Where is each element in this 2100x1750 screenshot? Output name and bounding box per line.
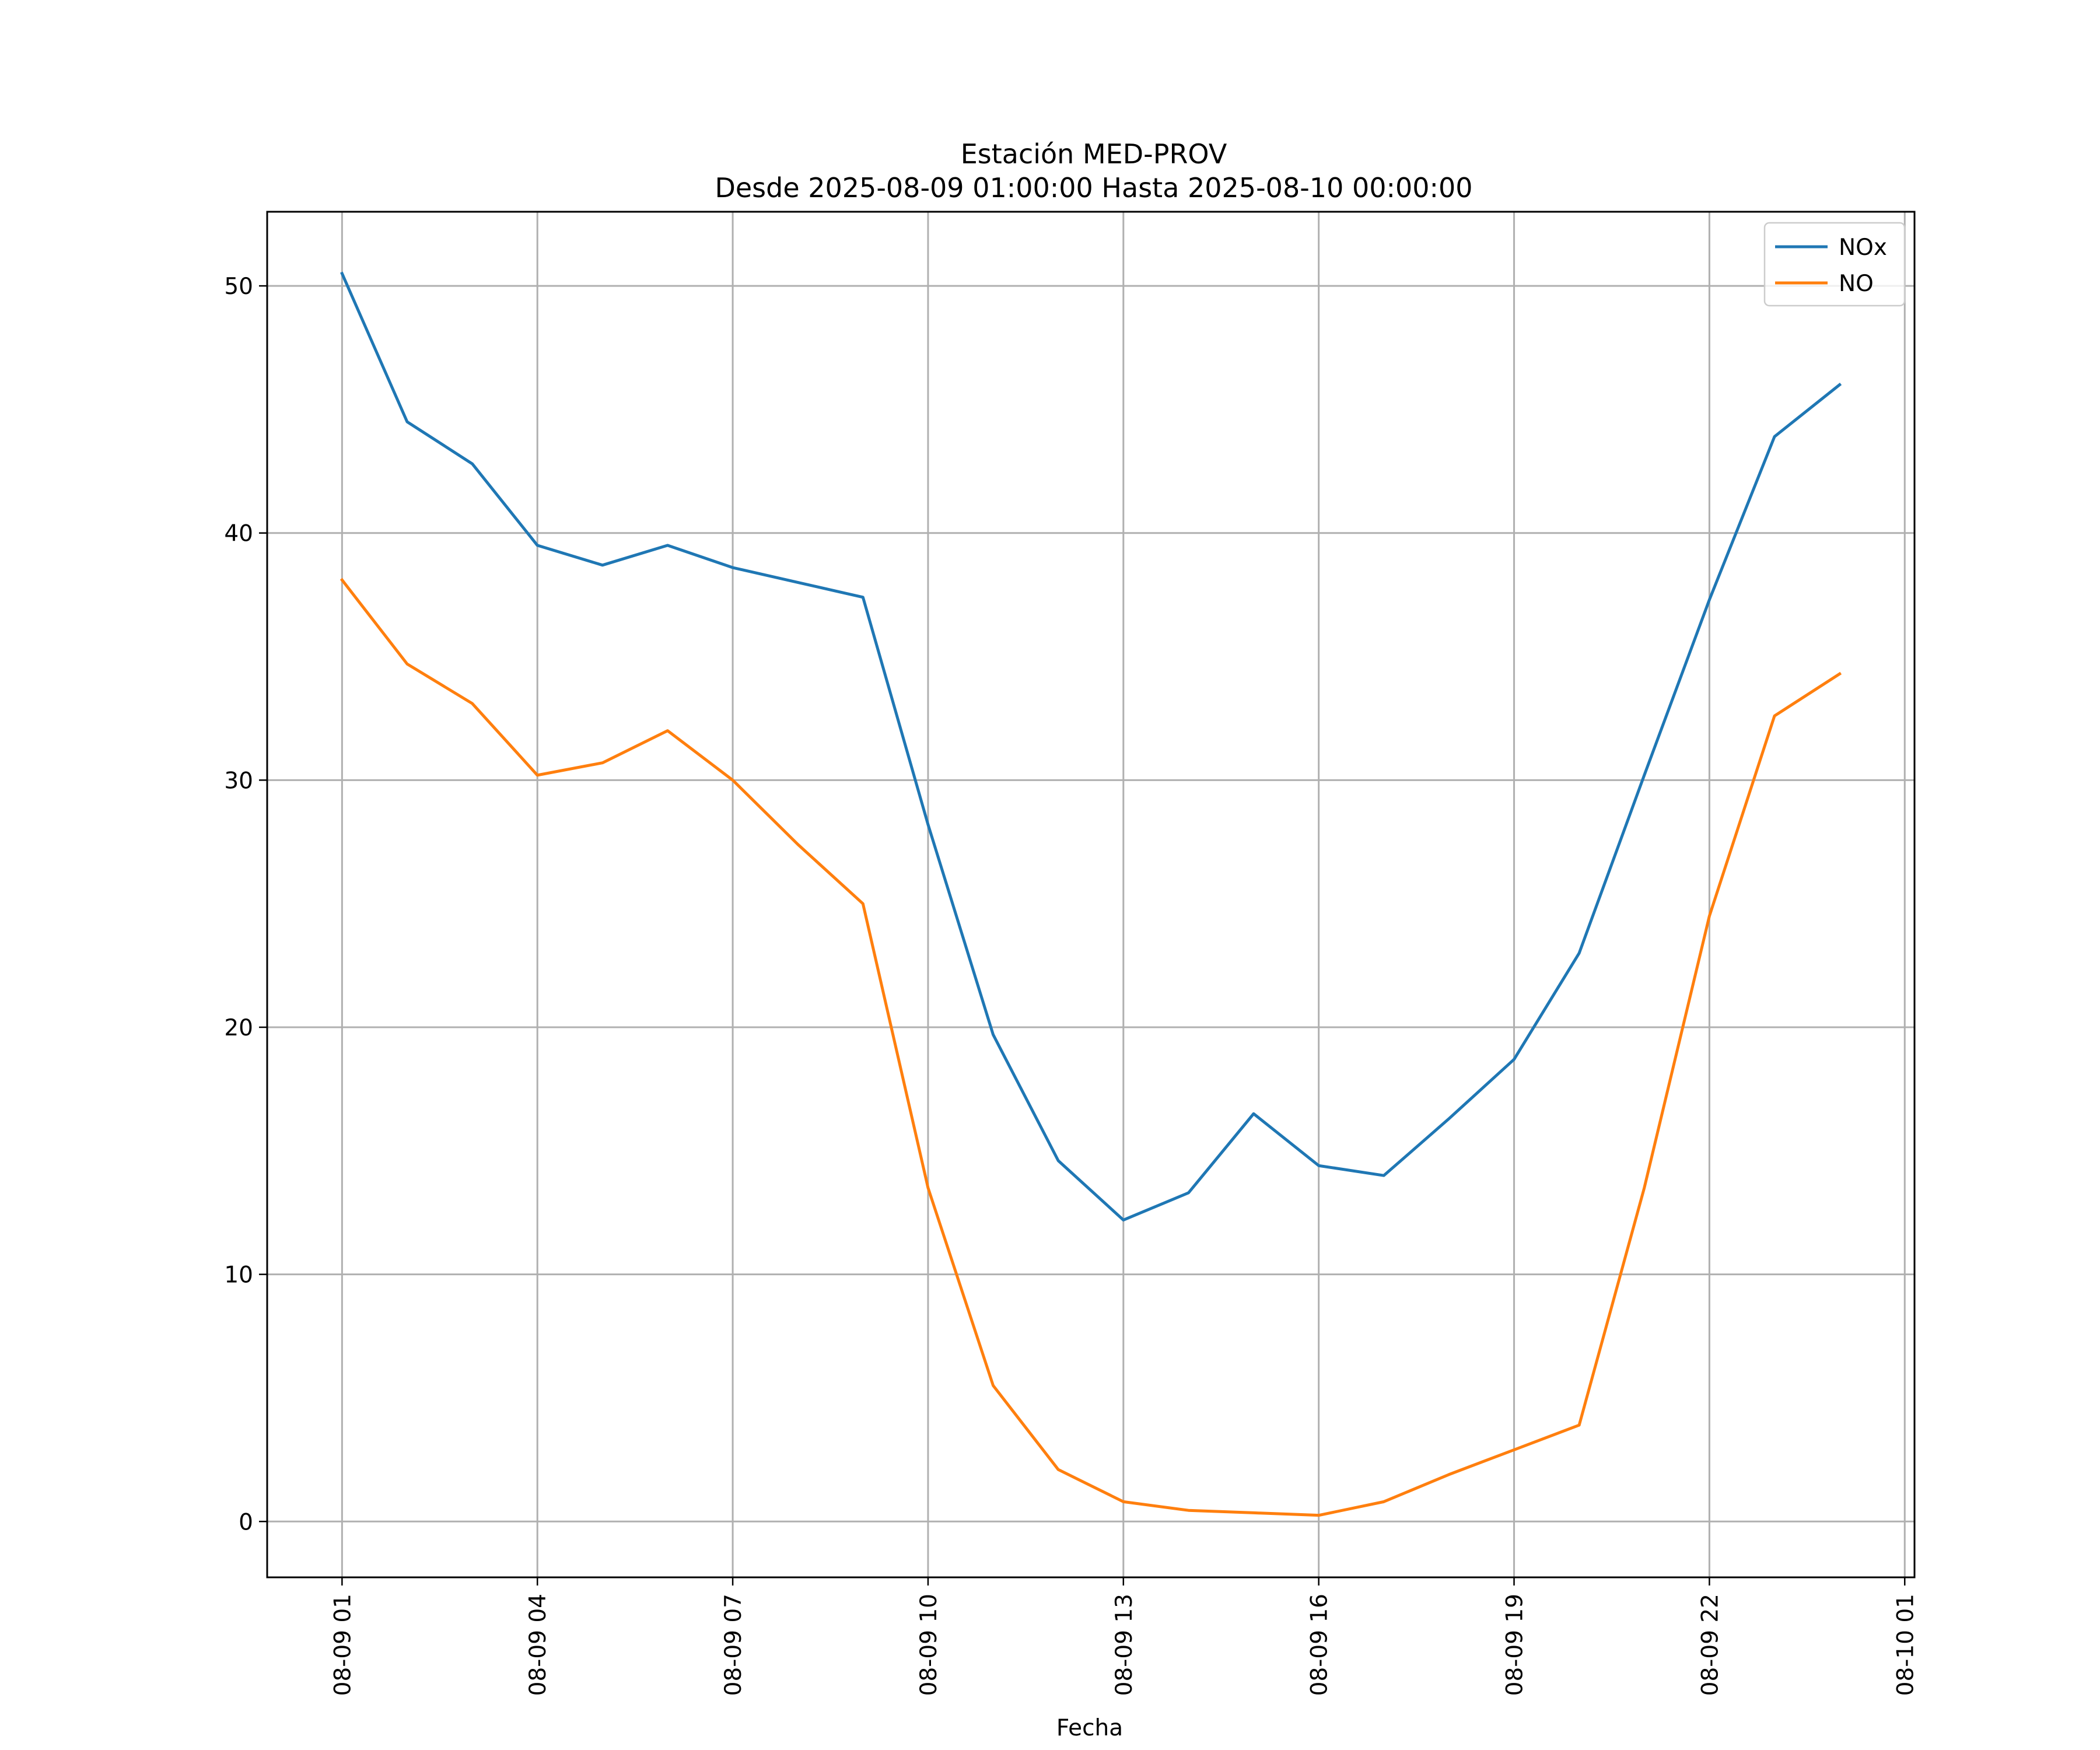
data-point [991, 1383, 996, 1388]
data-point [1186, 1191, 1191, 1195]
data-point [1577, 951, 1581, 956]
y-tick-label: 0 [239, 1509, 253, 1535]
x-tick-label: 08-09 13 [1111, 1594, 1138, 1696]
data-point [470, 701, 475, 706]
data-point [1056, 1467, 1060, 1472]
data-point [1447, 1116, 1451, 1121]
x-tick-label: 08-10 01 [1892, 1594, 1919, 1696]
grid [267, 212, 1915, 1577]
data-point [1317, 1513, 1321, 1518]
data-point [1512, 1447, 1517, 1452]
data-point [600, 761, 605, 765]
data-point [730, 565, 735, 570]
data-point [340, 578, 344, 582]
data-point [860, 901, 865, 906]
data-point [1642, 1185, 1647, 1190]
data-point [730, 778, 735, 782]
data-point [1121, 1217, 1126, 1222]
x-tick-label: 08-09 10 [916, 1594, 942, 1696]
y-tick-label: 20 [224, 1015, 253, 1041]
data-point [1838, 671, 1842, 676]
data-point [405, 419, 410, 424]
data-point [1251, 1111, 1256, 1116]
legend: NOx NO [1763, 222, 1906, 307]
data-point [1707, 597, 1712, 602]
data-point [796, 842, 800, 847]
chart-title: Estación MED-PROV [961, 138, 1227, 170]
data-point [665, 729, 670, 733]
x-axis-ticks: 08-09 01 08-09 04 08-09 07 08-09 10 08-09 13… [330, 1577, 1919, 1696]
data-point [1642, 773, 1647, 778]
legend-label-no: NO [1839, 271, 1874, 297]
y-tick-label: 10 [224, 1262, 253, 1289]
x-tick-label: 08-09 16 [1307, 1594, 1333, 1696]
data-point [665, 543, 670, 548]
x-axis-label: Fecha [1056, 1715, 1123, 1741]
data-point [1707, 914, 1712, 918]
legend-label-nox: NOx [1839, 235, 1887, 261]
data-point [470, 461, 475, 466]
data-point [796, 580, 800, 584]
series-line-no [340, 578, 1842, 1517]
y-tick-label: 40 [224, 521, 253, 547]
data-point [1056, 1158, 1060, 1163]
x-tick-label: 08-09 22 [1697, 1594, 1723, 1696]
x-tick-label: 08-09 01 [330, 1594, 356, 1696]
plot-area-frame [266, 211, 1916, 1578]
data-point [926, 1185, 930, 1190]
x-tick-label: 08-09 19 [1502, 1594, 1528, 1696]
data-point [926, 822, 930, 827]
data-point [1381, 1173, 1386, 1178]
data-point [1317, 1163, 1321, 1168]
data-point [535, 543, 540, 548]
y-axis-ticks: 0 10 20 30 40 50 [224, 274, 267, 1535]
x-tick-label: 08-09 07 [720, 1594, 747, 1696]
chart-subtitle: Desde 2025-08-09 01:00:00 Hasta 2025-08-… [715, 172, 1472, 204]
data-point [1577, 1423, 1581, 1427]
data-point [991, 1032, 996, 1037]
data-point [860, 595, 865, 600]
data-point [1121, 1499, 1126, 1504]
data-point [340, 271, 344, 276]
data-point [1838, 383, 1842, 387]
data-point [600, 563, 605, 568]
data-point [1251, 1510, 1256, 1515]
legend-frame [1763, 222, 1906, 307]
data-point [1186, 1508, 1191, 1513]
series-lines [340, 271, 1842, 1518]
data-point [1772, 435, 1777, 439]
data-point [535, 773, 540, 778]
data-point [405, 662, 410, 666]
data-point [1772, 713, 1777, 718]
data-point [1447, 1472, 1451, 1477]
y-tick-label: 30 [224, 768, 253, 794]
data-point [1512, 1057, 1517, 1062]
data-point [1381, 1499, 1386, 1504]
y-tick-label: 50 [224, 274, 253, 300]
series-line-nox [340, 271, 1842, 1222]
x-tick-label: 08-09 04 [525, 1594, 551, 1696]
